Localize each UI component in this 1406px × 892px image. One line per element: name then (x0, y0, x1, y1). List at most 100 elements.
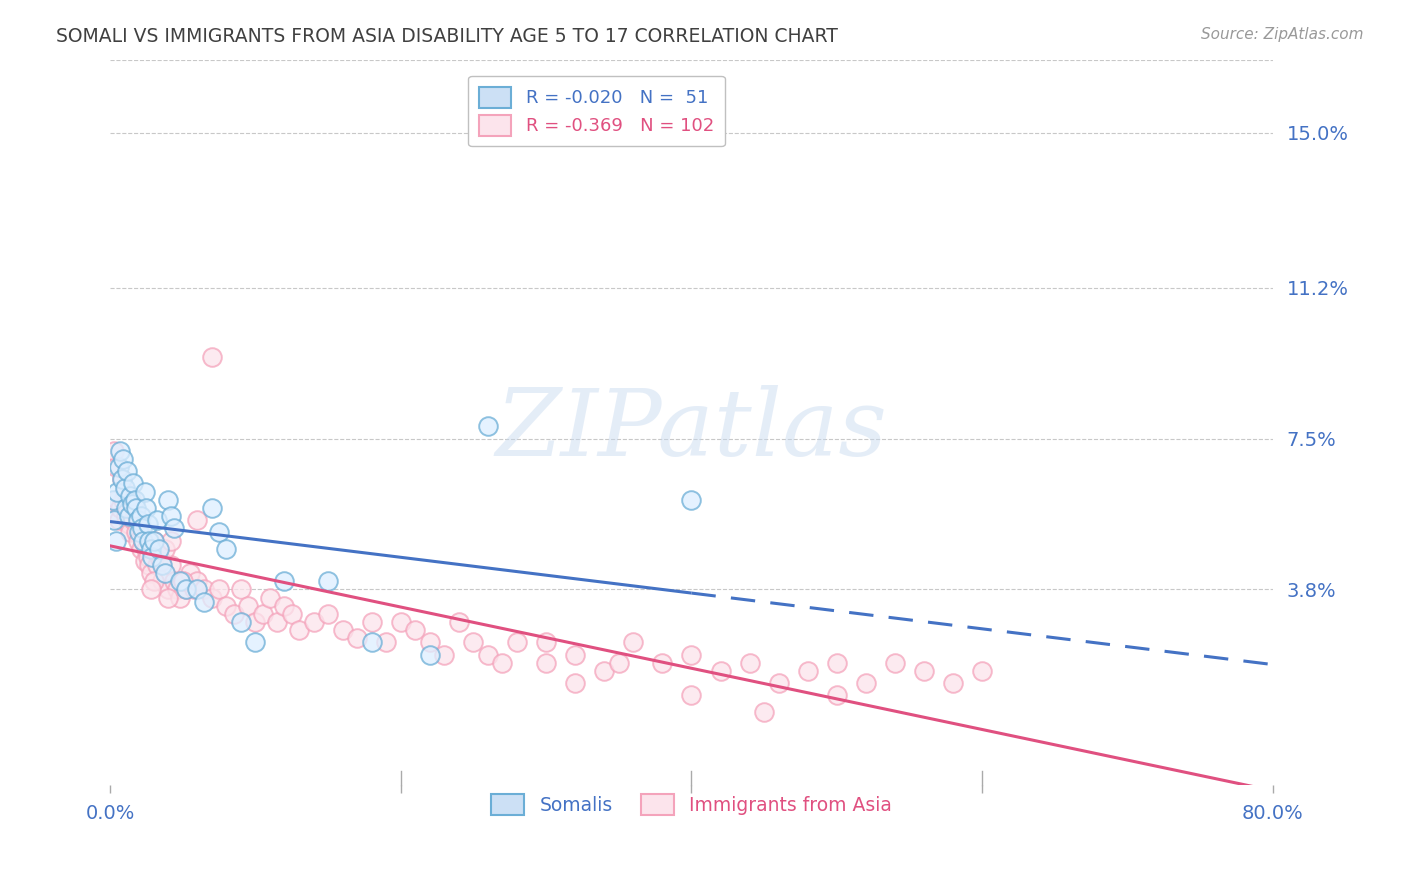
Point (163, 521, 186, 535)
Point (259, 591, 281, 605)
Point (121, 497, 143, 511)
Point (332, 623, 354, 637)
Point (160, 533, 183, 548)
Point (141, 549, 163, 564)
Point (139, 541, 162, 556)
Point (172, 574, 194, 589)
Point (112, 452, 135, 467)
Point (150, 574, 173, 589)
Point (534, 635, 557, 649)
Point (103, 443, 125, 458)
Text: Source: ZipAtlas.com: Source: ZipAtlas.com (1201, 27, 1364, 42)
Point (825, 656, 848, 670)
Point (110, 472, 132, 486)
Point (651, 656, 673, 670)
Point (148, 549, 170, 564)
Point (115, 509, 138, 524)
Point (825, 689, 848, 703)
Point (120, 525, 142, 540)
Point (186, 574, 208, 589)
Point (104, 460, 127, 475)
Point (103, 513, 125, 527)
Point (797, 664, 820, 678)
Point (104, 533, 127, 548)
Point (564, 676, 586, 690)
Point (266, 615, 288, 629)
Point (101, 492, 124, 507)
Point (117, 464, 139, 478)
Point (201, 591, 224, 605)
Point (709, 664, 731, 678)
Point (115, 500, 138, 515)
Point (186, 582, 208, 597)
Point (245, 635, 267, 649)
Point (124, 505, 146, 519)
Point (128, 513, 150, 527)
Point (136, 549, 159, 564)
Point (491, 656, 513, 670)
Point (157, 492, 180, 507)
Point (419, 648, 441, 662)
Point (127, 533, 149, 548)
Point (138, 533, 160, 548)
Point (107, 513, 129, 527)
Point (752, 705, 775, 719)
Point (681, 648, 703, 662)
Point (681, 689, 703, 703)
Point (506, 635, 529, 649)
Point (477, 419, 499, 434)
Point (738, 656, 761, 670)
Point (132, 533, 155, 548)
Point (252, 607, 274, 621)
Point (208, 525, 231, 540)
Point (179, 566, 201, 581)
Point (127, 513, 149, 527)
Point (855, 676, 877, 690)
Point (135, 541, 157, 556)
Point (138, 558, 160, 572)
Legend: Somalis, Immigrants from Asia: Somalis, Immigrants from Asia (484, 786, 900, 822)
Point (360, 615, 382, 629)
Point (108, 500, 131, 515)
Point (534, 656, 557, 670)
Point (193, 594, 215, 608)
Point (121, 492, 143, 507)
Point (135, 500, 157, 515)
Point (150, 558, 173, 572)
Point (419, 635, 441, 649)
Point (131, 521, 153, 535)
Point (125, 525, 148, 540)
Point (172, 574, 194, 589)
Point (129, 509, 152, 524)
Point (141, 541, 163, 556)
Point (169, 574, 191, 589)
Point (273, 574, 295, 589)
Point (229, 582, 252, 597)
Point (375, 635, 398, 649)
Point (316, 607, 339, 621)
Point (155, 541, 177, 556)
Point (236, 599, 259, 613)
Point (114, 484, 136, 499)
Point (607, 656, 630, 670)
Point (132, 533, 155, 548)
Point (107, 460, 129, 475)
Point (477, 648, 499, 662)
Point (117, 500, 139, 515)
Point (360, 635, 382, 649)
Point (169, 591, 191, 605)
Point (134, 554, 156, 568)
Point (139, 566, 162, 581)
Point (149, 554, 172, 568)
Point (404, 623, 426, 637)
Point (972, 664, 994, 678)
Point (174, 582, 197, 597)
Point (155, 566, 177, 581)
Point (166, 582, 188, 597)
Point (105, 484, 128, 499)
Point (912, 664, 935, 678)
Point (593, 664, 616, 678)
Point (681, 492, 703, 507)
Point (142, 533, 165, 548)
Point (148, 541, 170, 556)
